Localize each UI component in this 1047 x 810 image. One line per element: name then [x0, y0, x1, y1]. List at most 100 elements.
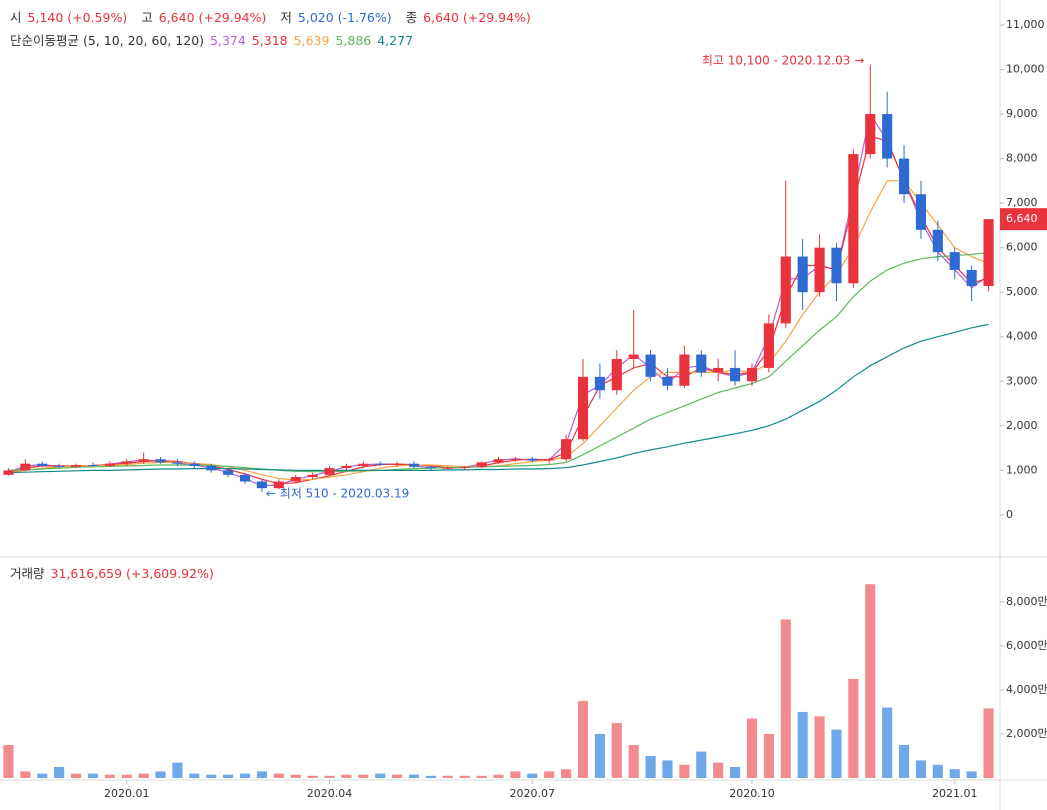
candle-body [493, 459, 504, 463]
candle-body [797, 256, 808, 293]
y-tick-label: 4,000만 [1006, 683, 1047, 696]
candle-body [915, 194, 927, 230]
y-tick-label: 11,000 [1006, 18, 1045, 31]
candle-body [696, 354, 707, 373]
volume-bar [87, 773, 99, 778]
candle-body [138, 459, 149, 462]
y-tick-label: 10,000 [1006, 62, 1045, 75]
candle-body [983, 219, 994, 286]
volume-bar [425, 775, 436, 778]
candle-body [476, 462, 487, 467]
volume-bar [493, 774, 504, 778]
candle-body [459, 466, 470, 468]
volume-bar [696, 751, 707, 778]
y-tick-label: 1,000 [1006, 463, 1038, 476]
volume-bar [831, 729, 842, 778]
candle-body [70, 465, 82, 467]
candle-body [814, 247, 825, 293]
candle-body [408, 463, 420, 467]
header-value: 6,640 (+29.94%) [158, 10, 267, 25]
candle-body [206, 465, 217, 471]
candle-body [577, 376, 589, 440]
volume-bar [392, 774, 403, 778]
volume-bar [37, 773, 48, 778]
candle-body [949, 252, 960, 270]
candle-body [594, 376, 605, 391]
ma-title: 단순이동평균 (5, 10, 20, 60, 120) [10, 33, 205, 48]
candle-body [932, 229, 943, 253]
volume-bar [662, 760, 673, 778]
volume-bar [341, 774, 352, 778]
volume-bar [780, 619, 791, 778]
candle-body [865, 114, 876, 155]
candle-body [645, 354, 656, 377]
volume-bar [256, 771, 267, 778]
volume-bar [307, 775, 318, 778]
volume-bar [459, 775, 470, 778]
volume-bar [949, 769, 960, 778]
volume-bar [577, 700, 589, 778]
volume-bar [746, 718, 758, 778]
candle-body [730, 367, 741, 382]
volume-bar [898, 744, 910, 778]
volume-bar [730, 766, 741, 778]
candle-body [898, 158, 910, 195]
volume-bar [594, 733, 605, 778]
volume-title: 거래량 [10, 566, 45, 581]
candle-body [341, 465, 352, 469]
volume-bar [138, 773, 149, 778]
price-header: 시 5,140 (+0.59%) 고 6,640 (+29.94%) 저 5,020 (-… [10, 7, 545, 26]
header-label: 저 [280, 10, 292, 25]
candle-body [510, 458, 521, 460]
y-tick-label: 6,000만 [1006, 639, 1047, 652]
y-tick-label: 8,000 [1006, 152, 1038, 165]
volume-bar [544, 771, 555, 778]
candle-body [189, 463, 200, 466]
volume-bar [611, 722, 622, 778]
header-value: 6,640 (+29.94%) [423, 10, 531, 25]
volume-bar [628, 744, 639, 778]
volume-bar [189, 773, 200, 778]
volume-bar [476, 775, 487, 778]
candle-body [155, 459, 166, 463]
volume-bar [966, 771, 977, 778]
candle-body [273, 481, 284, 489]
volume-bar [70, 773, 82, 778]
candle-body [37, 463, 48, 466]
candle-body [848, 154, 859, 284]
volume-bar [527, 773, 538, 778]
ma-value: 5,374 [210, 33, 246, 48]
volume-bar [561, 769, 572, 778]
candle-body [425, 466, 436, 469]
candle-body [223, 470, 234, 475]
volume-bar [915, 760, 927, 778]
header-value: 5,140 (+0.59%) [27, 10, 128, 25]
candle-body [3, 470, 14, 475]
volume-bar [932, 764, 943, 778]
candle-body [375, 463, 386, 465]
candle-body [882, 114, 893, 159]
candle-body [611, 359, 622, 391]
header-value: 5,020 (-1.76%) [297, 10, 392, 25]
volume-bar [679, 764, 690, 778]
ma-line [8, 323, 989, 474]
candle-body [746, 367, 758, 382]
y-tick-label: 4,000 [1006, 330, 1038, 343]
volume-bar [408, 774, 420, 778]
x-tick-label: 2020.10 [729, 787, 775, 800]
candle-body [121, 461, 132, 464]
x-tick-label: 2020.01 [104, 787, 150, 800]
candle-body [763, 323, 774, 368]
candle-body [527, 458, 538, 461]
candle-body [256, 481, 267, 489]
ma-value: 5,318 [251, 33, 288, 48]
candle-body [87, 465, 99, 467]
volume-bar [763, 733, 774, 778]
volume-bar [290, 774, 301, 778]
max-annotation: 최고 10,100 - 2020.12.03 → [702, 54, 864, 68]
volume-bar [273, 773, 284, 778]
volume-bar [358, 774, 369, 778]
candle-body [239, 474, 251, 482]
candle-body [679, 354, 690, 386]
